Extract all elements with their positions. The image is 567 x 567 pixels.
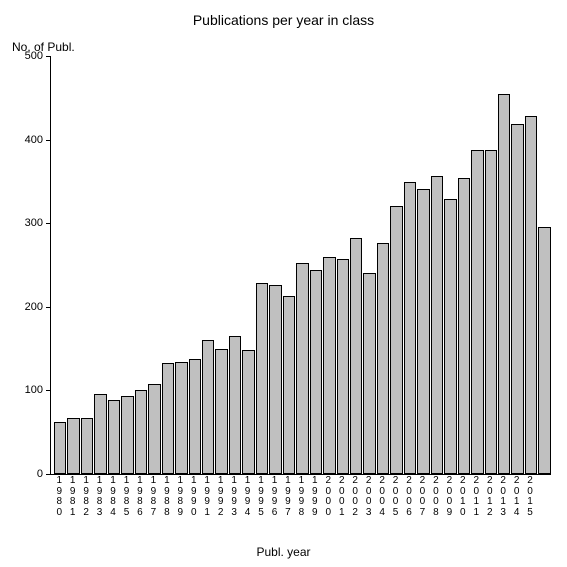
bar [202,340,214,474]
x-tick-label: 1 9 8 6 [134,476,146,518]
bar [538,227,550,474]
y-tick-label: 100 [25,384,43,396]
bar [525,116,537,474]
x-tick-label: 2 0 0 7 [416,476,428,518]
x-tick-label: 2 0 0 1 [336,476,348,518]
x-tick-label: 2 0 0 6 [403,476,415,518]
x-tick-label: 2 0 0 9 [443,476,455,518]
x-tick-label: 1 9 9 3 [228,476,240,518]
bar [296,263,308,475]
bar [54,422,66,474]
y-tick-mark [46,140,51,141]
bar [162,363,174,474]
x-tick-label: 2 0 0 3 [362,476,374,518]
x-tick-label: 2 0 0 8 [430,476,442,518]
bar [189,359,201,474]
x-tick-label [537,476,549,518]
bar [444,199,456,474]
bar [498,94,510,474]
y-tick-mark [46,223,51,224]
bar [67,418,79,474]
bar [242,350,254,474]
x-tick-label: 2 0 1 1 [470,476,482,518]
x-tick-label: 2 0 1 4 [510,476,522,518]
x-tick-label: 2 0 1 2 [484,476,496,518]
bar [471,150,483,474]
x-tick-label: 2 0 1 0 [457,476,469,518]
bar [215,349,227,474]
y-tick-label: 300 [25,217,43,229]
x-tick-label: 2 0 1 5 [524,476,536,518]
x-tick-label: 2 0 0 0 [322,476,334,518]
y-tick-label: 0 [37,468,43,480]
x-tick-label: 1 9 9 0 [188,476,200,518]
x-axis-label: Publ. year [0,545,567,559]
x-tick-label: 1 9 8 2 [80,476,92,518]
x-tick-label: 2 0 0 2 [349,476,361,518]
bar [363,273,375,474]
x-tick-label: 1 9 8 9 [174,476,186,518]
y-tick-mark [46,390,51,391]
bar [256,283,268,474]
x-tick-label: 1 9 9 7 [282,476,294,518]
y-tick-label: 500 [25,50,43,62]
bar [404,182,416,474]
x-ticks-group: 1 9 8 01 9 8 11 9 8 21 9 8 31 9 8 41 9 8… [50,476,550,518]
x-tick-label: 2 0 0 4 [376,476,388,518]
bar [81,418,93,474]
bar [390,206,402,474]
plot-area: 0100200300400500 [50,56,551,475]
y-tick-label: 200 [25,301,43,313]
x-tick-label: 1 9 8 8 [161,476,173,518]
x-tick-label: 1 9 9 1 [201,476,213,518]
y-axis-label: No. of Publ. [12,40,75,54]
bar [283,296,295,474]
x-tick-label: 2 0 1 3 [497,476,509,518]
bar [175,362,187,474]
x-tick-label: 2 0 0 5 [389,476,401,518]
x-tick-label: 1 9 8 7 [147,476,159,518]
x-tick-label: 1 9 8 4 [107,476,119,518]
chart-title: Publications per year in class [0,12,567,28]
bar [350,238,362,474]
x-tick-label: 1 9 9 5 [255,476,267,518]
chart-container: Publications per year in class No. of Pu… [0,0,567,567]
x-tick-label: 1 9 9 6 [268,476,280,518]
x-tick-label: 1 9 8 1 [66,476,78,518]
x-tick-label: 1 9 9 9 [309,476,321,518]
bar [337,259,349,474]
x-tick-label: 1 9 9 2 [214,476,226,518]
bar [108,400,120,474]
bar [121,396,133,474]
bars-group [51,56,551,474]
bar [431,176,443,474]
x-tick-label: 1 9 8 3 [93,476,105,518]
bar [377,243,389,474]
x-tick-label: 1 9 9 4 [241,476,253,518]
bar [323,257,335,474]
bar [229,336,241,474]
bar [511,124,523,474]
bar [269,285,281,474]
bar [135,390,147,474]
x-tick-label: 1 9 8 0 [53,476,65,518]
y-tick-label: 400 [25,134,43,146]
y-tick-mark [46,56,51,57]
bar [458,178,470,474]
x-tick-label: 1 9 8 5 [120,476,132,518]
bar [94,394,106,474]
bar [310,270,322,474]
y-tick-mark [46,474,51,475]
bar [485,150,497,474]
bar [417,189,429,474]
bar [148,384,160,474]
x-tick-label: 1 9 9 8 [295,476,307,518]
y-tick-mark [46,307,51,308]
